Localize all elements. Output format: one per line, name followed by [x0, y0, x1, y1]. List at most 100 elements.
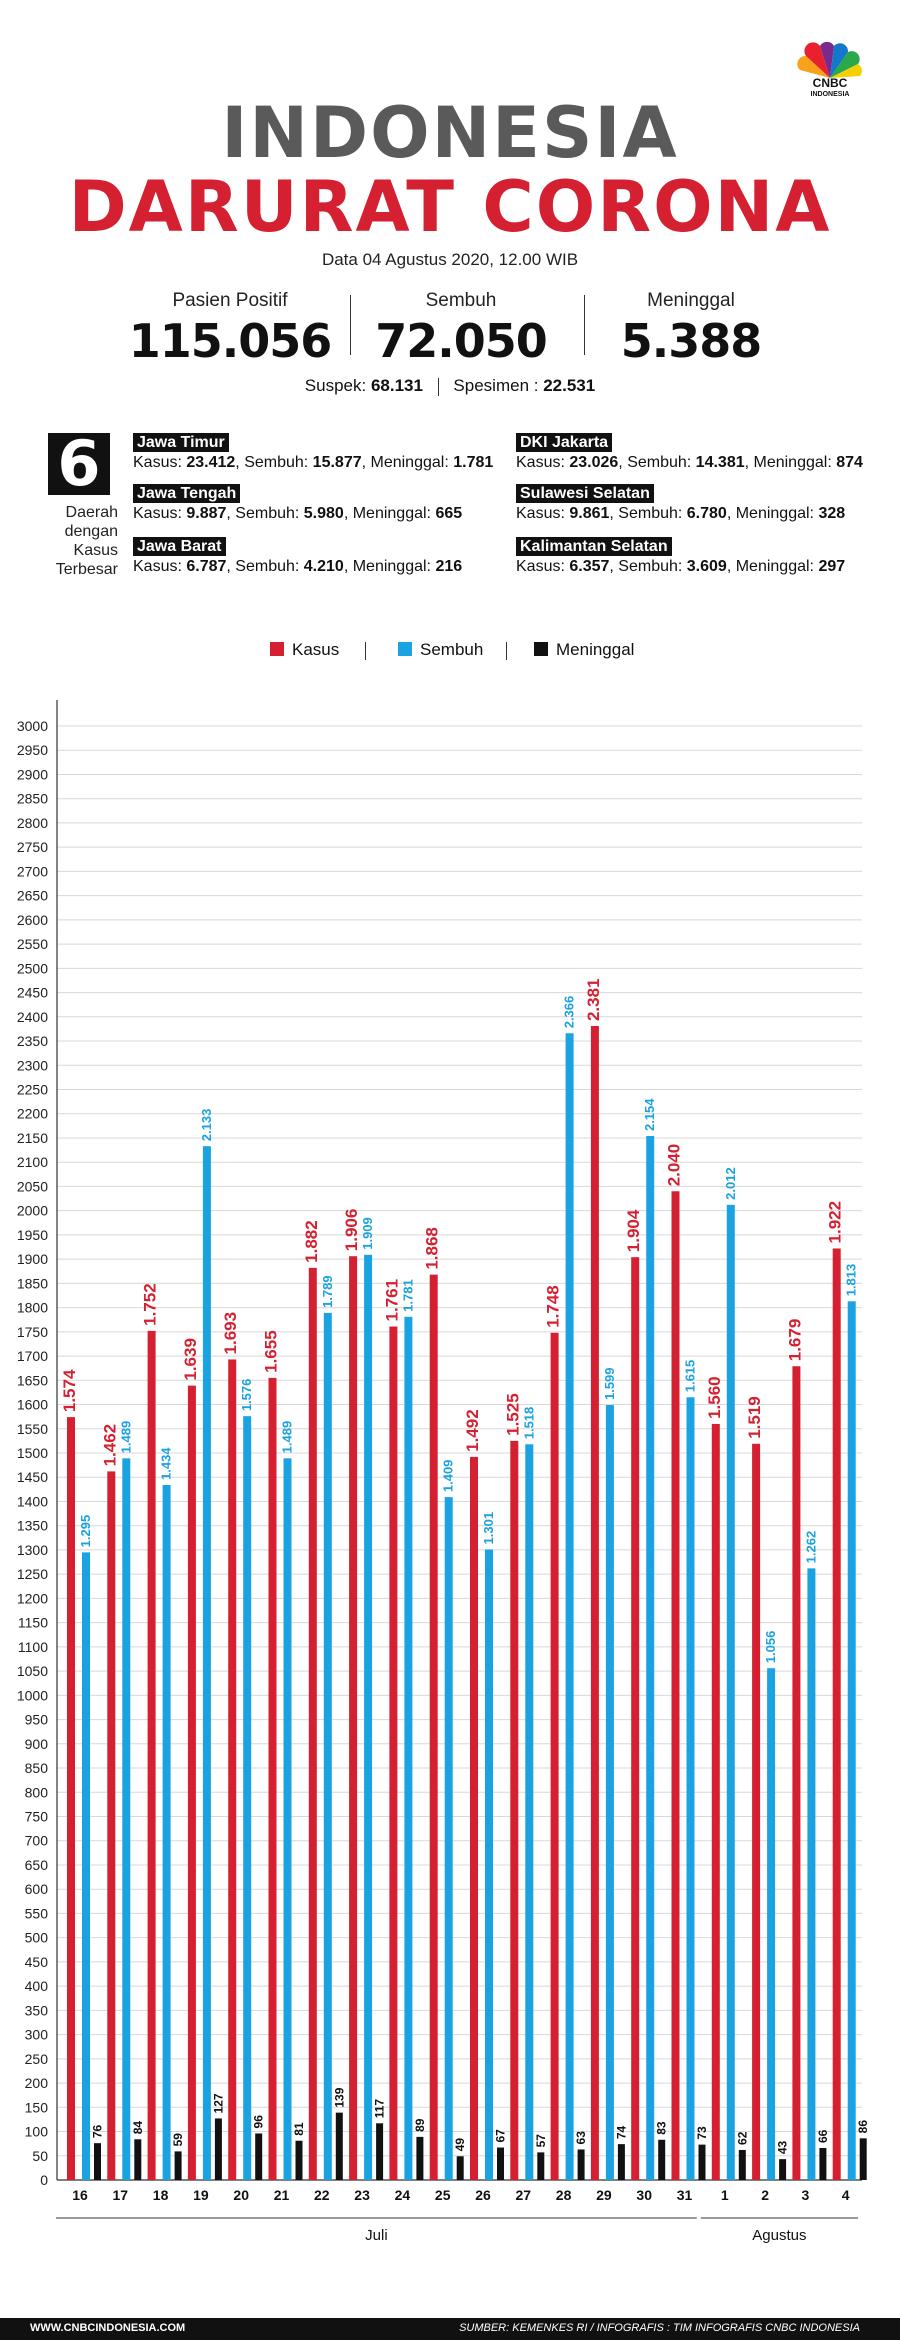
kasus-bar	[389, 1326, 398, 2180]
legend-meninggal: Meninggal	[534, 640, 634, 660]
x-tick-label: 18	[153, 2187, 169, 2203]
kasus-value-label: 1.922	[826, 1201, 845, 1244]
footer-bar: WWW.CNBCINDONESIA.COM SUMBER: KEMENKES R…	[0, 2318, 900, 2340]
sembuh-bar	[122, 1458, 131, 2180]
y-tick-label: 2700	[17, 863, 48, 879]
title-line-1: INDONESIA	[221, 92, 679, 174]
meninggal-value-label: 84	[131, 2121, 145, 2135]
sembuh-bar	[847, 1301, 856, 2180]
kasus-value-label: 1.462	[100, 1424, 119, 1467]
region-figures: Kasus: 9.887, Sembuh: 5.980, Meninggal: …	[133, 505, 463, 522]
meninggal-bar	[134, 2139, 142, 2180]
suspek-value: 68.131	[370, 376, 423, 395]
region-figure-value: 23.026	[569, 454, 619, 471]
sembuh-value-label: 2.012	[723, 1167, 738, 1200]
region-figures: Kasus: 23.412, Sembuh: 15.877, Meninggal…	[133, 454, 494, 471]
sembuh-bar	[605, 1405, 614, 2180]
region-figure-value: 14.381	[695, 454, 745, 471]
logo-brand: CNBC	[812, 76, 848, 90]
kasus-value-label: 1.752	[141, 1283, 160, 1326]
region-figure-value: 297	[818, 558, 846, 575]
kasus-value-label: 1.525	[503, 1393, 522, 1436]
y-tick-label: 1250	[17, 1566, 48, 1582]
meninggal-bar	[819, 2148, 827, 2180]
sembuh-value-label: 1.434	[159, 1447, 174, 1480]
y-tick-label: 1650	[17, 1372, 48, 1388]
legend-swatch	[534, 642, 548, 656]
region-name: Kalimantan Selatan	[516, 537, 672, 556]
y-tick-label: 2250	[17, 1082, 48, 1098]
kasus-value-label: 1.748	[544, 1285, 563, 1328]
sembuh-value-label: 1.056	[763, 1631, 778, 1664]
region-figures: Kasus: 9.861, Sembuh: 6.780, Meninggal: …	[516, 505, 846, 522]
spesimen-value: 22.531	[543, 376, 596, 395]
kasus-value-label: 1.693	[221, 1312, 240, 1355]
y-tick-label: 100	[25, 2124, 49, 2140]
y-tick-label: 0	[40, 2172, 48, 2188]
sembuh-bar	[323, 1312, 332, 2180]
x-tick-label: 21	[274, 2187, 290, 2203]
legend-label: Kasus	[292, 640, 340, 659]
meninggal-bar	[537, 2152, 545, 2180]
region-figure-label: Kasus:	[133, 454, 187, 471]
region-figure-value: 9.887	[186, 505, 227, 522]
stat-divider	[584, 295, 585, 355]
y-tick-label: 1600	[17, 1397, 48, 1413]
sembuh-value-label: 1.599	[602, 1367, 617, 1400]
x-tick-label: 4	[842, 2187, 850, 2203]
y-tick-label: 850	[25, 1760, 49, 1776]
y-tick-label: 2300	[17, 1057, 48, 1073]
sembuh-value-label: 1.781	[400, 1279, 415, 1312]
meninggal-bar	[698, 2144, 706, 2180]
logo-wordmark: CNBC INDONESIA	[795, 76, 865, 100]
y-tick-label: 2950	[17, 742, 48, 758]
y-tick-label: 550	[25, 1905, 49, 1921]
stat-label: Pasien Positif	[172, 290, 288, 311]
region-caption: Daerah dengan Kasus Terbesar	[30, 503, 118, 579]
y-tick-label: 2650	[17, 888, 48, 904]
y-tick-label: 2150	[17, 1130, 48, 1146]
kasus-value-label: 1.906	[342, 1209, 361, 1252]
spesimen-label: Spesimen :	[453, 376, 539, 395]
kasus-value-label: 1.679	[785, 1319, 804, 1362]
x-tick-label: 27	[516, 2187, 532, 2203]
kasus-bar	[470, 1456, 478, 2180]
meninggal-bar	[376, 2123, 384, 2180]
meninggal-bar	[658, 2139, 666, 2180]
stat-sembuh: Sembuh 72.050	[346, 290, 576, 368]
y-tick-label: 1750	[17, 1324, 48, 1340]
meninggal-value-label: 96	[252, 2115, 266, 2129]
region-entry: Kalimantan Selatan Kasus: 6.357, Sembuh: …	[516, 537, 845, 578]
region-figure-label: Kasus:	[516, 505, 570, 522]
sembuh-value-label: 1.909	[360, 1217, 375, 1250]
region-figures: Kasus: 6.787, Sembuh: 4.210, Meninggal: …	[133, 558, 463, 575]
caption-line: Kasus	[73, 542, 118, 559]
sembuh-value-label: 1.489	[118, 1421, 133, 1454]
kasus-value-label: 1.761	[382, 1279, 401, 1322]
stat-label: Sembuh	[425, 290, 497, 311]
x-tick-label: 20	[233, 2187, 249, 2203]
region-figure-label: Sembuh:	[618, 505, 687, 522]
kasus-bar	[67, 1417, 75, 2180]
caption-line: Terbesar	[55, 561, 118, 578]
region-entry: Jawa Timur Kasus: 23.412, Sembuh: 15.877,…	[133, 433, 493, 474]
kasus-bar	[752, 1443, 761, 2180]
stat-value: 115.056	[128, 314, 333, 368]
y-tick-label: 700	[25, 1833, 49, 1849]
meninggal-value-label: 139	[332, 2087, 346, 2107]
meninggal-value-label: 74	[614, 2125, 628, 2139]
meninggal-value-label: 117	[373, 2099, 387, 2119]
x-tick-label: 31	[677, 2187, 693, 2203]
meninggal-value-label: 62	[735, 2131, 749, 2145]
meninggal-bar	[617, 2144, 625, 2180]
logo-sub: INDONESIA	[810, 91, 850, 98]
x-tick-label: 16	[72, 2187, 88, 2203]
meninggal-bar	[214, 2118, 222, 2180]
y-tick-label: 2600	[17, 912, 48, 928]
stat-value: 72.050	[375, 314, 548, 368]
kasus-value-label: 1.655	[262, 1330, 281, 1373]
kasus-bar	[550, 1332, 559, 2180]
sembuh-bar	[444, 1497, 453, 2180]
region-figure-label: Kasus:	[133, 558, 187, 575]
region-figures: Kasus: 23.026, Sembuh: 14.381, Meninggal…	[516, 454, 863, 471]
